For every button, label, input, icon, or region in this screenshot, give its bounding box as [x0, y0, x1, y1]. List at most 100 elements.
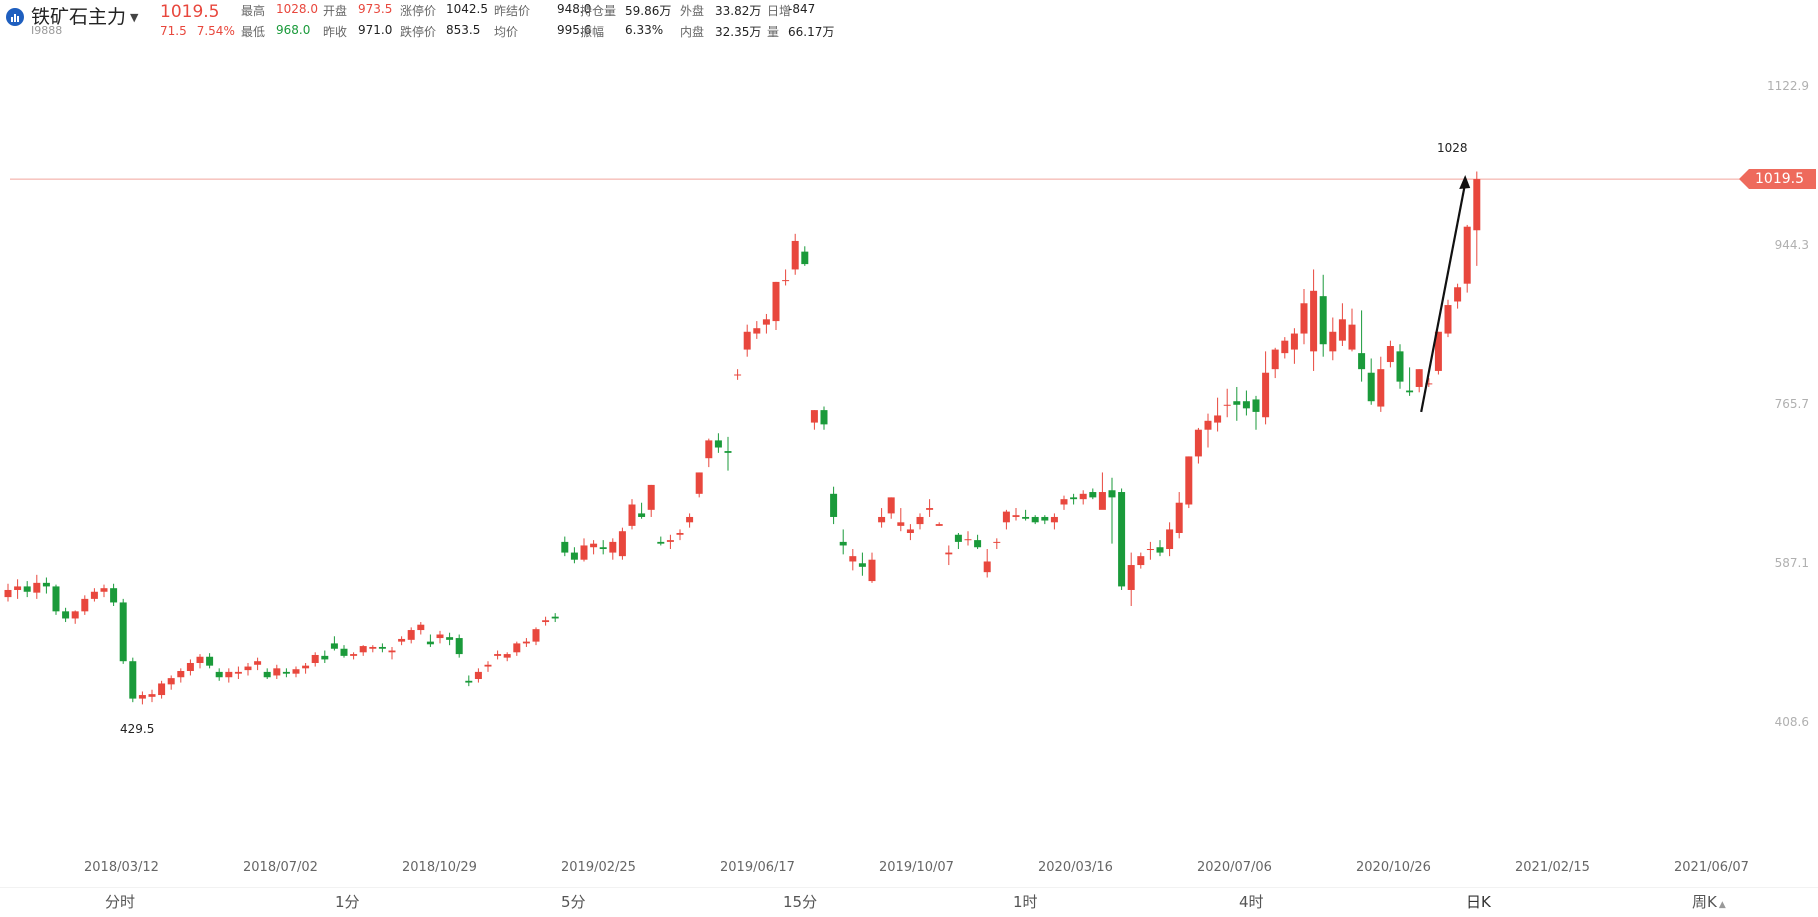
tab-5[interactable]: 4时: [1239, 891, 1264, 912]
candle-body: [330, 643, 338, 649]
last-price: 1019.5: [160, 2, 220, 22]
candle-body: [628, 504, 636, 526]
candle-body: [186, 662, 194, 672]
quote-label: 日增: [767, 4, 792, 18]
quote-label: 外盘: [680, 4, 705, 18]
candle-body: [935, 524, 943, 526]
candle-body: [1473, 179, 1481, 231]
candle-body: [705, 440, 713, 459]
candle-body: [964, 539, 972, 541]
candle-body: [1137, 556, 1145, 566]
candle-body: [1127, 565, 1135, 590]
candle-body: [1396, 351, 1404, 382]
candle-body: [1050, 516, 1058, 523]
candle-body: [926, 508, 934, 510]
candle-body: [513, 643, 521, 653]
high-annotation: 1028: [1437, 141, 1468, 155]
candle-body: [974, 540, 982, 548]
candle-body: [1463, 226, 1471, 284]
candle-body: [138, 695, 146, 699]
candle-body: [1444, 305, 1452, 334]
candle-body: [1012, 515, 1020, 517]
instrument-selector[interactable]: 铁矿石主力 ▼: [31, 2, 138, 29]
candle-body: [1262, 372, 1270, 418]
candle-body: [42, 582, 50, 587]
tab-label: 分时: [105, 893, 136, 911]
candlestick-chart[interactable]: [0, 0, 1818, 888]
candle-body: [23, 586, 31, 592]
quote-label: 昨收: [323, 25, 348, 39]
candle-body: [1204, 420, 1212, 430]
price-change: 71.5 7.54%: [160, 24, 245, 38]
candle-body: [1146, 549, 1154, 551]
tab-3[interactable]: 15分: [783, 891, 817, 912]
candle-body: [388, 650, 396, 653]
candle-body: [407, 630, 415, 640]
instrument-name: 铁矿石主力: [31, 6, 127, 28]
candle-body: [945, 552, 953, 555]
candle-body: [302, 665, 310, 669]
caret-up-icon: ▲: [1718, 900, 1726, 910]
candle-body: [1348, 324, 1356, 350]
candle-body: [484, 664, 492, 667]
candle-body: [1233, 401, 1241, 405]
tab-4[interactable]: 1时: [1013, 891, 1038, 912]
candle-body: [1271, 349, 1279, 370]
candle-body: [503, 654, 511, 658]
candle-body: [292, 669, 300, 674]
quote-label: 最高: [241, 4, 266, 18]
candle-body: [1319, 296, 1327, 345]
change-value: 71.5: [160, 24, 187, 38]
x-tick-label: 2021/06/07: [1674, 860, 1749, 875]
quote-label: 量: [767, 25, 780, 39]
candle-body: [887, 497, 895, 514]
candle-body: [71, 611, 79, 619]
tab-0[interactable]: 分时: [105, 891, 135, 912]
candle-body: [62, 611, 70, 619]
candle-body: [52, 586, 60, 612]
candle-body: [551, 616, 559, 619]
candle-body: [167, 678, 175, 685]
candle-body: [1156, 547, 1164, 553]
candle-body: [1406, 390, 1414, 393]
candle-body: [1098, 492, 1106, 510]
candle-body: [494, 654, 502, 656]
candle-body: [830, 493, 838, 517]
candle-body: [90, 591, 98, 599]
quote-value: 948.0: [557, 2, 592, 16]
quote-value: 66.17万: [788, 25, 835, 39]
x-tick-label: 2019/02/25: [561, 860, 636, 875]
candle-body: [590, 543, 598, 548]
candle-body: [129, 661, 137, 699]
candle-body: [858, 563, 866, 567]
candle-body: [801, 251, 809, 265]
quote-value: -847: [788, 2, 816, 16]
tab-label: 周K: [1692, 893, 1717, 911]
candle-body: [119, 602, 127, 662]
tab-label: 1分: [335, 893, 360, 911]
y-tick-label: 765.7: [1774, 397, 1809, 412]
candle-body: [916, 516, 924, 525]
tab-2[interactable]: 5分: [561, 891, 586, 912]
candle-body: [455, 638, 463, 655]
candle-body: [762, 319, 770, 325]
candle-body: [993, 541, 1001, 543]
candle-body: [1300, 303, 1308, 334]
candle-body: [158, 683, 166, 696]
x-tick-label: 2020/10/26: [1356, 860, 1431, 875]
candle-body: [1242, 401, 1250, 409]
candle-body: [321, 655, 329, 660]
candle-body: [417, 624, 425, 631]
candle-body: [638, 513, 646, 517]
candle-body: [1214, 415, 1222, 423]
tab-1[interactable]: 1分: [335, 891, 360, 912]
quote-value: 1028.0: [276, 2, 318, 16]
candle-body: [1194, 429, 1202, 457]
tab-6[interactable]: 日K: [1466, 891, 1491, 912]
quote-value: 971.0: [358, 23, 393, 37]
tab-7[interactable]: 周K ▲: [1692, 891, 1726, 912]
candle-body: [1329, 331, 1337, 352]
candle-body: [465, 680, 473, 683]
candle-body: [676, 532, 684, 535]
quote-label: 最低: [241, 25, 266, 39]
